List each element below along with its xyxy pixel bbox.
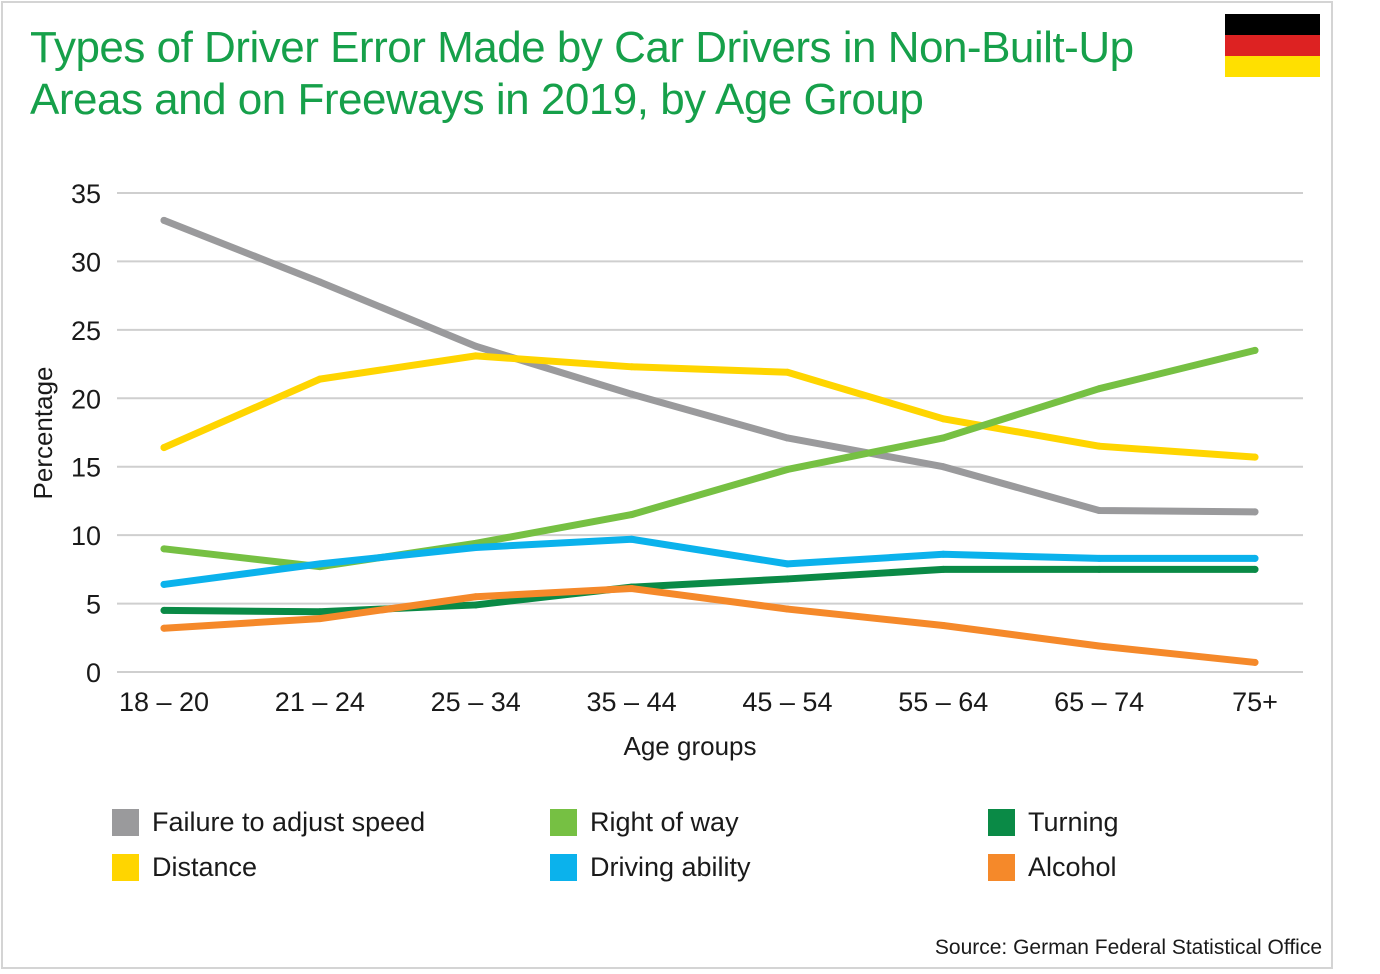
point-alcohol-6 — [939, 621, 947, 629]
chart-title-line-2: Areas and on Freeways in 2019, by Age Gr… — [30, 75, 924, 124]
series-failure-to-adjust-speed — [160, 216, 1259, 516]
y-tick-label-10: 10 — [71, 521, 101, 551]
point-distance-8 — [1251, 453, 1259, 461]
point-right-of-way-8 — [1251, 346, 1259, 354]
point-driving-ability-7 — [1095, 554, 1103, 562]
point-right-of-way-1 — [160, 545, 168, 553]
y-tick-label-0: 0 — [86, 658, 101, 688]
point-turning-1 — [160, 606, 168, 614]
point-right-of-way-7 — [1095, 385, 1103, 393]
x-tick-label-5: 45 – 54 — [742, 687, 832, 717]
x-axis-label: Age groups — [624, 731, 757, 761]
series-distance — [160, 352, 1259, 461]
point-driving-ability-1 — [160, 580, 168, 588]
point-alcohol-3 — [472, 593, 480, 601]
point-turning-2 — [316, 608, 324, 616]
chart-frame — [1, 1, 1333, 969]
series-line-driving-ability — [160, 535, 1259, 588]
point-alcohol-1 — [160, 624, 168, 632]
point-distance-1 — [160, 444, 168, 452]
series-alcohol — [160, 585, 1259, 666]
x-axis-ticks: 18 – 20 21 – 24 25 – 34 35 – 44 45 – 54 55 – … — [119, 687, 1278, 717]
point-turning-7 — [1095, 565, 1103, 573]
point-failure-to-adjust-speed-6 — [939, 463, 947, 471]
y-axis-ticks: 0 5 10 15 20 25 30 35 — [71, 179, 101, 688]
point-turning-8 — [1251, 565, 1259, 573]
point-right-of-way-5 — [783, 465, 791, 473]
point-alcohol-2 — [316, 615, 324, 623]
point-distance-7 — [1095, 442, 1103, 450]
chart-title-line-1: Types of Driver Error Made by Car Driver… — [30, 23, 1134, 72]
point-distance-6 — [939, 415, 947, 423]
x-tick-label-7: 65 – 74 — [1054, 687, 1144, 717]
point-right-of-way-6 — [939, 434, 947, 442]
flag-stripe-black — [1225, 14, 1320, 35]
y-tick-label-20: 20 — [71, 384, 101, 414]
x-tick-label-3: 25 – 34 — [431, 687, 521, 717]
point-distance-5 — [783, 368, 791, 376]
point-driving-ability-5 — [783, 560, 791, 568]
series-lines — [160, 216, 1259, 666]
point-failure-to-adjust-speed-1 — [160, 216, 168, 224]
point-driving-ability-8 — [1251, 554, 1259, 562]
flag-stripe-red — [1225, 35, 1320, 56]
x-tick-label-1: 18 – 20 — [119, 687, 209, 717]
y-tick-label-30: 30 — [71, 247, 101, 277]
germany-flag-icon — [1225, 14, 1320, 77]
y-tick-label-25: 25 — [71, 316, 101, 346]
series-line-distance — [160, 352, 1259, 461]
point-alcohol-5 — [783, 605, 791, 613]
series-line-alcohol — [160, 585, 1259, 666]
point-failure-to-adjust-speed-4 — [628, 390, 636, 398]
series-line-failure-to-adjust-speed — [160, 216, 1259, 516]
point-alcohol-8 — [1251, 658, 1259, 666]
point-failure-to-adjust-speed-5 — [783, 434, 791, 442]
point-failure-to-adjust-speed-2 — [316, 278, 324, 286]
point-driving-ability-2 — [316, 560, 324, 568]
x-tick-label-4: 35 – 44 — [587, 687, 677, 717]
point-driving-ability-4 — [628, 535, 636, 543]
point-failure-to-adjust-speed-3 — [472, 342, 480, 350]
x-tick-label-8: 75+ — [1232, 687, 1278, 717]
point-distance-2 — [316, 375, 324, 383]
y-tick-label-5: 5 — [86, 590, 101, 620]
x-tick-label-2: 21 – 24 — [275, 687, 365, 717]
series-turning — [160, 565, 1259, 616]
point-turning-3 — [472, 601, 480, 609]
point-alcohol-4 — [628, 585, 636, 593]
series-driving-ability — [160, 535, 1259, 588]
point-failure-to-adjust-speed-8 — [1251, 508, 1259, 516]
chart-title: Types of Driver Error Made by Car Driver… — [30, 22, 1134, 126]
gridlines — [117, 192, 1303, 673]
y-tick-label-15: 15 — [71, 453, 101, 483]
point-failure-to-adjust-speed-7 — [1095, 507, 1103, 515]
y-tick-label-35: 35 — [71, 179, 101, 209]
point-distance-4 — [628, 363, 636, 371]
flag-stripe-gold — [1225, 56, 1320, 77]
point-alcohol-7 — [1095, 642, 1103, 650]
series-line-turning — [160, 565, 1259, 616]
source-note: Source: German Federal Statistical Offic… — [934, 936, 1322, 959]
point-driving-ability-3 — [472, 543, 480, 551]
point-distance-3 — [472, 352, 480, 360]
point-turning-5 — [783, 575, 791, 583]
point-right-of-way-4 — [628, 511, 636, 519]
y-axis-label: Percentage — [28, 367, 58, 500]
point-turning-6 — [939, 565, 947, 573]
x-tick-label-6: 55 – 64 — [898, 687, 988, 717]
point-driving-ability-6 — [939, 550, 947, 558]
